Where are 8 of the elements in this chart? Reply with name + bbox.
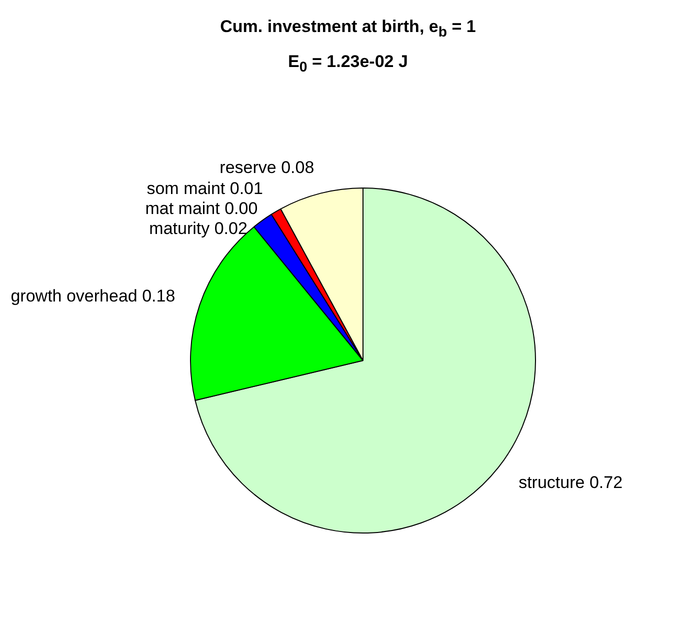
- slice-label: reserve 0.08: [220, 158, 314, 177]
- chart-subtitle: E$_{0}$ = 1.23e-02 J: [287, 51, 409, 78]
- slice-label: som maint 0.01: [146, 178, 263, 198]
- chart-title: Cum. investment at birth, e$_{b}$ = 1: [219, 16, 477, 42]
- category-label: mat maint 0.00: [145, 198, 258, 218]
- slice-label: structure 0.72: [518, 472, 623, 492]
- slice-label: growth overhead 0.18: [10, 286, 176, 306]
- slice-label: maturity 0.02: [149, 218, 248, 238]
